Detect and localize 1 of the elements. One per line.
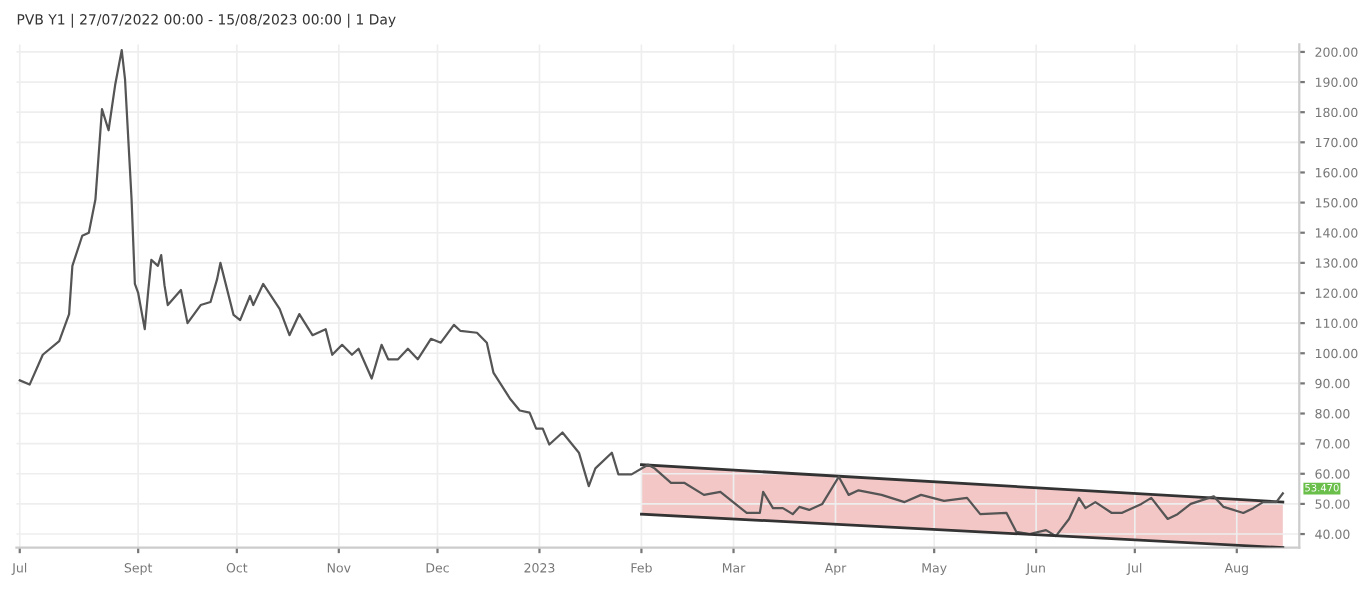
line-series [18,49,1284,538]
